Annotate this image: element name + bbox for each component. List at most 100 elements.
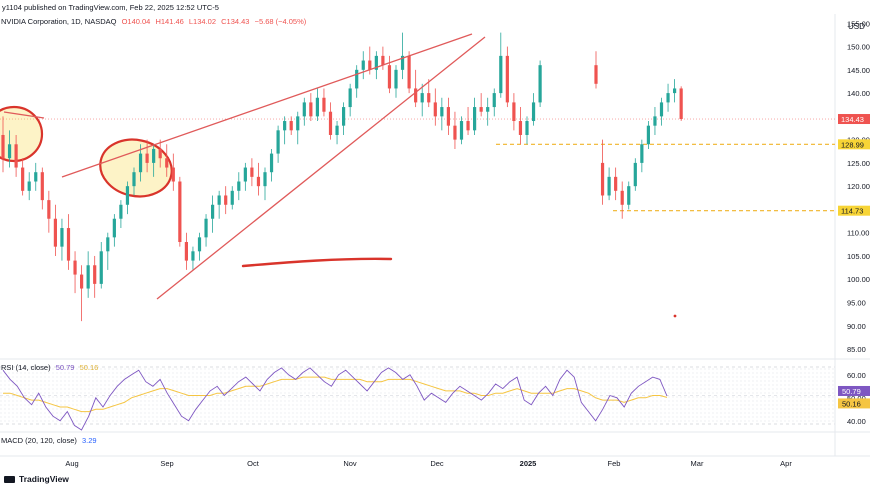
candle-body: [269, 153, 274, 173]
candle-body: [492, 93, 496, 108]
red-horizontal-stroke[interactable]: [241, 257, 393, 268]
candle-body: [263, 172, 267, 187]
candle-body: [486, 107, 490, 112]
candle-body: [673, 88, 677, 94]
candle-body: [394, 69, 398, 89]
candle-body: [1, 134, 5, 159]
rsi-tick-label: 40.00: [847, 417, 866, 426]
candle-body: [659, 102, 664, 117]
candle-body: [138, 153, 143, 173]
candle-body: [197, 237, 202, 252]
price-labels: 134.43 128.99 114.73: [838, 114, 870, 216]
candle-body: [211, 204, 215, 219]
candle-body: [80, 274, 84, 289]
candle-body: [407, 55, 411, 89]
price-tick-label: 150.00: [847, 43, 870, 52]
candle-body: [335, 125, 339, 135]
time-tick-label: Sep: [160, 459, 173, 468]
candle-body: [53, 218, 57, 247]
candle-body: [525, 121, 529, 135]
price-tick-label: 140.00: [847, 89, 870, 98]
candle-body: [204, 218, 208, 238]
candle-body: [237, 181, 241, 191]
ohlc-low: L134.02: [188, 17, 217, 26]
rsi-legend[interactable]: RSI (14, close) 50.79 50.16: [1, 363, 101, 372]
rsi-tick-label: 50.00: [847, 394, 866, 403]
candle-body: [119, 204, 123, 219]
candle-body: [178, 181, 182, 242]
price-tick-label: 125.00: [847, 159, 870, 168]
price-tick-label: 155.00: [847, 19, 870, 28]
rsi-legend-ma: 50.16: [79, 363, 99, 372]
candle-body: [348, 88, 352, 108]
ohlc-open: O140.04: [121, 17, 151, 26]
time-tick-label: Oct: [247, 459, 260, 468]
candle-body: [106, 237, 110, 252]
candle-body: [473, 107, 477, 131]
candle-body: [191, 251, 195, 261]
rsi-value-text: 50.79: [842, 387, 861, 396]
candle-body: [600, 162, 605, 196]
candle-body: [328, 111, 333, 135]
candle-body: [289, 121, 293, 131]
macd-title[interactable]: MACD (20, 120, close): [1, 436, 77, 445]
candle-body: [453, 125, 457, 140]
candle-body: [627, 186, 631, 205]
candle-body: [27, 181, 31, 191]
candle-body: [125, 186, 130, 205]
candle-body: [66, 228, 71, 261]
symbol-legend[interactable]: NVIDIA Corporation, 1D, NASDAQ O140.04 H…: [1, 17, 309, 26]
price-axis[interactable]: 85.0090.0095.00100.00105.00110.00115.001…: [847, 19, 870, 354]
candle-body: [34, 172, 38, 182]
rsi-line: [2, 367, 668, 431]
highlight-ellipse-middle[interactable]: [95, 133, 177, 203]
candle-body: [132, 172, 136, 187]
candle-body: [73, 260, 77, 275]
short-trendline[interactable]: [3, 111, 45, 119]
candle-body: [374, 55, 378, 70]
candle-body: [620, 190, 624, 205]
rsi-title[interactable]: RSI (14, close): [1, 363, 51, 372]
candle-body: [499, 55, 503, 94]
rsi-value-text: 50.16: [842, 399, 861, 408]
time-tick-label: Aug: [65, 459, 78, 468]
time-tick-label: Apr: [780, 459, 792, 468]
price-tick-label: 145.00: [847, 66, 870, 75]
rsi-axis[interactable]: 40.00 50.00 60.00 50.79 50.16: [838, 371, 870, 426]
candle-body: [40, 172, 44, 201]
candle-body: [440, 107, 444, 117]
candle-body: [427, 93, 431, 103]
wedge-upper-trendline[interactable]: [61, 33, 473, 178]
ohlc-high: H141.46: [155, 17, 184, 26]
tradingview-logo[interactable]: TradingView: [4, 474, 69, 484]
rsi-value-box: [838, 385, 870, 396]
candle-body: [21, 167, 25, 191]
macd-legend[interactable]: MACD (20, 120, close) 3.29: [1, 436, 100, 445]
candle-body: [7, 144, 12, 159]
time-tick-label: 2025: [520, 459, 537, 468]
candle-body: [633, 162, 637, 187]
time-axis[interactable]: Aug Sep Oct Nov Dec 2025 Feb Mar Apr: [65, 459, 792, 468]
candle-body: [171, 167, 175, 182]
price-tick-label: 100.00: [847, 275, 870, 284]
candle-body: [594, 65, 598, 84]
tradingview-brand: TradingView: [19, 474, 69, 484]
candle-body: [60, 228, 64, 247]
candle-body: [653, 116, 657, 126]
candle-body: [165, 158, 169, 168]
symbol-name[interactable]: NVIDIA Corporation, 1D, NASDAQ: [1, 17, 117, 26]
candle-body: [414, 88, 418, 103]
candlestick-series: [1, 32, 683, 322]
candle-body: [512, 102, 516, 122]
macd-value: 3.29: [81, 436, 97, 445]
wedge-lower-trendline[interactable]: [156, 36, 486, 300]
stray-dot: [673, 314, 677, 318]
candle-body: [355, 69, 359, 89]
price-label-text: 128.99: [841, 140, 864, 149]
candle-body: [250, 167, 254, 177]
candle-body: [518, 121, 523, 135]
candle-body: [531, 102, 536, 122]
candle-body: [93, 265, 97, 284]
candle-body: [368, 60, 372, 70]
